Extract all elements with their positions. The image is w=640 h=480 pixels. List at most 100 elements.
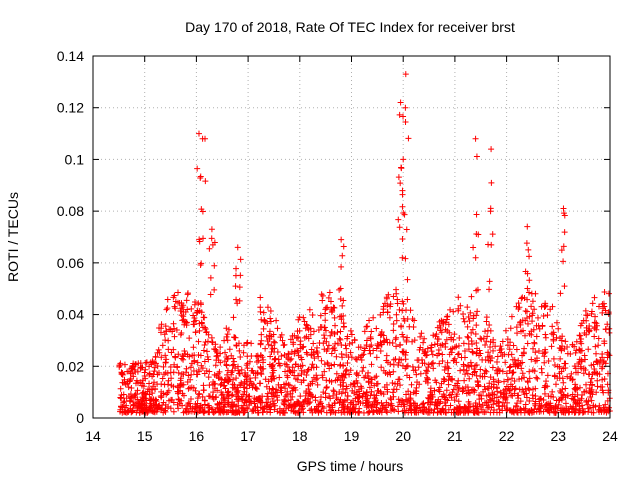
data-point (439, 318, 446, 325)
data-point (532, 398, 539, 405)
data-point (252, 403, 259, 410)
data-point (386, 369, 393, 376)
data-point (482, 367, 489, 374)
data-point (197, 352, 204, 359)
data-point (512, 385, 519, 392)
data-point (394, 296, 401, 303)
data-point (411, 337, 418, 344)
data-point (373, 345, 380, 352)
data-point (175, 384, 182, 391)
data-point (235, 398, 242, 405)
data-point (522, 401, 529, 408)
data-point (396, 224, 403, 231)
data-point (521, 294, 528, 301)
data-point (127, 405, 134, 412)
data-point (501, 378, 508, 385)
data-point (231, 358, 238, 365)
data-point (127, 377, 134, 384)
data-point (285, 404, 292, 411)
data-point (439, 351, 446, 358)
data-point (183, 365, 190, 372)
data-point (451, 406, 458, 413)
data-point (202, 178, 209, 185)
data-point (224, 371, 231, 378)
data-point (487, 344, 494, 351)
data-point (403, 338, 410, 345)
data-point (320, 389, 327, 396)
data-point (218, 399, 225, 406)
data-point (343, 366, 350, 373)
data-point (333, 353, 340, 360)
data-point (257, 399, 264, 406)
data-point (583, 331, 590, 338)
data-point (334, 396, 341, 403)
data-point (210, 379, 217, 386)
data-point (528, 303, 535, 310)
data-point (304, 324, 311, 331)
data-point (165, 346, 172, 353)
data-point (299, 403, 306, 410)
data-point (164, 296, 171, 303)
data-point (333, 370, 340, 377)
data-point (297, 345, 304, 352)
data-point (214, 387, 221, 394)
data-point (359, 400, 366, 407)
data-point (311, 355, 318, 362)
data-point (441, 367, 448, 374)
data-point (186, 408, 193, 415)
data-point (499, 407, 506, 414)
data-point (178, 300, 185, 307)
data-point (298, 379, 305, 386)
data-point (481, 373, 488, 380)
data-point (429, 351, 436, 358)
data-point (399, 187, 406, 194)
y-tick-label: 0.06 (57, 255, 84, 271)
data-point (360, 351, 367, 358)
data-point (425, 361, 432, 368)
data-point (553, 334, 560, 341)
data-point (431, 341, 438, 348)
data-point (264, 320, 271, 327)
data-point (502, 395, 509, 402)
x-tick-label: 19 (344, 428, 360, 444)
data-point (444, 359, 451, 366)
data-point (337, 362, 344, 369)
data-point (229, 381, 236, 388)
data-point (306, 306, 313, 313)
data-point (478, 336, 485, 343)
data-point (460, 315, 467, 322)
data-point (246, 382, 253, 389)
data-point (285, 350, 292, 357)
data-point (531, 340, 538, 347)
data-point (150, 379, 157, 386)
data-point (464, 362, 471, 369)
data-point (589, 381, 596, 388)
data-point (164, 305, 171, 312)
data-point (351, 337, 358, 344)
data-point (170, 369, 177, 376)
data-point (558, 368, 565, 375)
data-point (325, 342, 332, 349)
data-point (470, 312, 477, 319)
data-point (389, 406, 396, 413)
data-point (520, 350, 527, 357)
data-point (413, 371, 420, 378)
data-point (296, 314, 303, 321)
data-point (286, 367, 293, 374)
data-point (427, 401, 434, 408)
data-point (497, 343, 504, 350)
data-point (225, 388, 232, 395)
data-point (445, 370, 452, 377)
data-point (423, 374, 430, 381)
data-point (235, 370, 242, 377)
data-point (215, 374, 222, 381)
data-point (419, 401, 426, 408)
data-point (577, 322, 584, 329)
data-point (201, 358, 208, 365)
data-point (337, 377, 344, 384)
data-point (413, 405, 420, 412)
data-point (117, 385, 124, 392)
data-point (404, 276, 411, 283)
data-point (258, 316, 265, 323)
data-point (285, 397, 292, 404)
